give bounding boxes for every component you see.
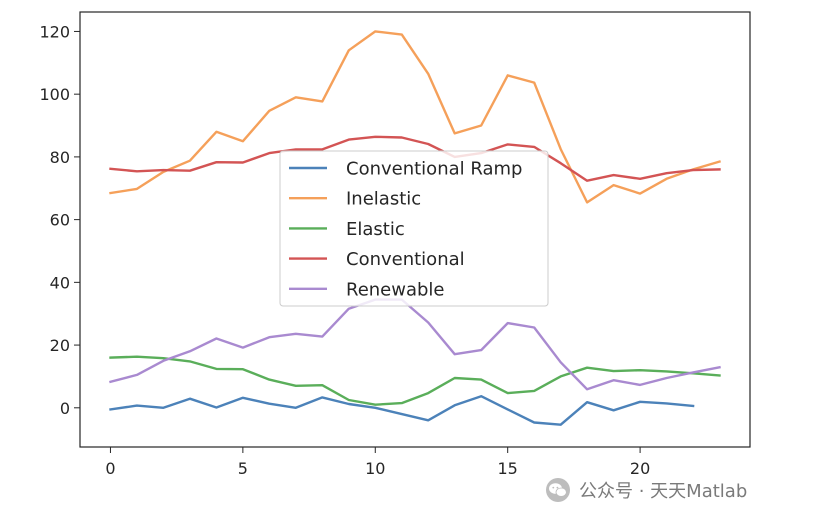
wechat-logo-icon [546, 478, 570, 502]
series-line-3 [109, 135, 721, 182]
legend-label-3: Conventional [346, 249, 465, 270]
x-tick-label: 15 [498, 459, 518, 478]
y-tick-label: 100 [39, 85, 70, 104]
series-line-1 [109, 30, 721, 204]
legend-label-4: Renewable [346, 279, 445, 300]
y-tick-label: 40 [50, 273, 70, 292]
legend-box [279, 150, 549, 307]
y-tick-label: 60 [50, 211, 70, 230]
y-axis: 0 20 40 60 80 100 120 [39, 22, 80, 418]
y-tick-label: 120 [39, 22, 70, 41]
watermark: 公众号 · 天天Matlab [545, 477, 747, 503]
y-tick-label: 0 [60, 399, 70, 418]
y-tick-label: 20 [50, 336, 70, 355]
y-tick-label: 80 [50, 148, 70, 167]
series-line-0 [109, 395, 695, 426]
x-tick-label: 20 [630, 459, 650, 478]
plot-frame [79, 11, 751, 448]
legend: Conventional Ramp Inelastic Elastic Convent… [279, 150, 549, 307]
series-line-4 [109, 298, 721, 391]
series-lines [109, 30, 721, 426]
legend-label-1: Inelastic [346, 189, 421, 210]
x-tick-label: 0 [105, 459, 115, 478]
series-line-2 [109, 355, 721, 406]
legend-label-2: Elastic [346, 219, 405, 240]
legend-label-0: Conventional Ramp [346, 159, 522, 180]
x-axis: 0 5 10 15 20 [105, 447, 650, 478]
x-tick-label: 10 [365, 459, 385, 478]
x-tick-label: 5 [238, 459, 248, 478]
watermark-text: 公众号 · 天天Matlab [579, 481, 748, 502]
